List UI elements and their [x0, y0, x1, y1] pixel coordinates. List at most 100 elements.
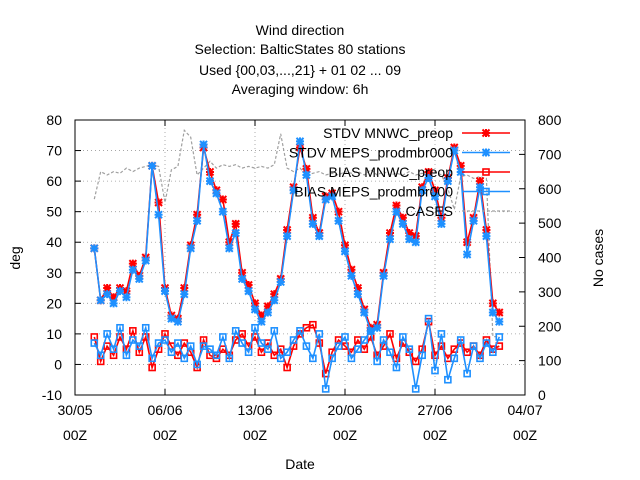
data-point-stdv_meps	[295, 137, 305, 146]
data-point-stdv_meps	[102, 289, 112, 299]
data-point-stdv_mnwc	[102, 283, 112, 293]
legend-label-stdv_mnwc: STDV MNWC_preop	[323, 125, 453, 141]
title-line-3: Used {00,03,...,21} + 01 02 ... 09	[199, 62, 401, 78]
data-point-stdv_meps	[218, 207, 228, 216]
data-point-stdv_meps	[315, 231, 324, 241]
data-point-bias_meps	[315, 330, 324, 338]
data-point-bias_meps	[321, 385, 330, 393]
data-point-bias_mnwc	[463, 348, 471, 357]
data-point-stdv_meps	[154, 210, 163, 219]
data-point-bias_meps	[264, 345, 272, 353]
data-point-stdv_mnwc	[270, 289, 279, 299]
data-point-stdv_meps	[225, 244, 234, 253]
data-point-bias_meps	[450, 354, 459, 363]
data-point-stdv_mnwc	[334, 207, 343, 216]
data-point-stdv_meps	[430, 192, 440, 201]
data-point-stdv_meps	[308, 219, 318, 229]
data-point-stdv_mnwc	[353, 283, 363, 293]
data-point-bias_meps	[193, 360, 201, 369]
legend: STDV MNWC_preop STDV MEPS_prodmbr000 BIAS …	[289, 125, 510, 219]
data-point-stdv_meps	[475, 183, 485, 192]
data-point-bias_meps	[424, 314, 433, 323]
x-tick-label-date: 30/05	[57, 402, 92, 418]
data-point-bias_meps	[251, 323, 259, 332]
data-point-stdv_meps	[417, 186, 427, 195]
y-tick-label: 30	[46, 265, 62, 281]
data-point-bias_meps	[399, 333, 407, 341]
data-point-stdv_mnwc	[392, 201, 401, 210]
data-point-bias_meps	[109, 345, 118, 353]
data-point-stdv_mnwc	[405, 228, 414, 238]
legend-marker-bias_meps	[482, 187, 490, 196]
data-point-bias_meps	[174, 339, 182, 347]
data-point-stdv_mnwc	[231, 219, 240, 229]
data-point-stdv_meps	[437, 219, 446, 229]
legend-marker-bias_mnwc	[482, 168, 490, 176]
data-point-bias_meps	[373, 357, 381, 366]
data-point-stdv_meps	[199, 140, 208, 149]
data-point-bias_meps	[296, 327, 304, 335]
legend-marker-stdv_meps	[481, 148, 491, 157]
data-point-bias_meps	[135, 342, 144, 350]
data-point-stdv_mnwc	[385, 228, 395, 238]
title-line-4: Averaging window: 6h	[232, 81, 369, 97]
series-layer	[90, 129, 504, 393]
data-point-stdv_meps	[456, 167, 465, 177]
data-point-bias_meps	[186, 342, 195, 350]
data-point-stdv_meps	[167, 314, 176, 323]
data-point-bias_mnwc	[283, 363, 291, 372]
data-point-bias_meps	[328, 354, 336, 363]
x-tick-label-date: 06/06	[147, 402, 182, 418]
data-point-bias_meps	[96, 351, 105, 360]
data-point-bias_meps	[411, 385, 420, 393]
data-point-bias_mnwc	[148, 363, 156, 372]
legend-marker-stdv_mnwc	[481, 128, 491, 138]
y-axis-label: deg	[7, 246, 23, 269]
data-point-stdv_meps	[392, 207, 401, 216]
data-point-stdv_mnwc	[462, 238, 472, 247]
data-point-bias_meps	[463, 369, 471, 378]
data-point-bias_meps	[148, 354, 156, 363]
data-point-stdv_meps	[385, 234, 395, 244]
chart-title: Wind direction Selection: BalticStates 8…	[195, 22, 406, 97]
y2-tick-label: 400	[538, 250, 562, 266]
data-point-stdv_meps	[347, 271, 356, 281]
y2-tick-label: 0	[538, 387, 546, 403]
data-point-stdv_mnwc	[437, 213, 446, 222]
x-tick-label-hour: 00Z	[513, 427, 538, 443]
data-point-bias_meps	[289, 336, 298, 344]
data-point-stdv_meps	[443, 176, 453, 186]
x-tick-label-hour: 00Z	[243, 427, 268, 443]
data-point-stdv_meps	[302, 170, 311, 180]
data-point-stdv_mnwc	[263, 302, 273, 311]
legend-label-bias_meps: BIAS MEPS_prodmbr000	[294, 184, 453, 200]
data-point-bias_meps	[225, 354, 234, 363]
series-bias_meps	[90, 314, 504, 393]
data-point-stdv_meps	[192, 216, 202, 226]
data-point-stdv_meps	[141, 256, 150, 265]
data-point-stdv_mnwc	[482, 225, 491, 235]
data-point-bias_mnwc	[309, 320, 317, 329]
data-point-bias_meps	[302, 342, 311, 350]
data-point-bias_meps	[270, 327, 279, 335]
data-point-bias_meps	[354, 345, 362, 353]
data-point-bias_meps	[341, 333, 349, 341]
data-point-stdv_meps	[205, 176, 215, 186]
data-point-stdv_mnwc	[218, 195, 228, 204]
tick-marks	[74, 119, 526, 396]
data-point-bias_mnwc	[386, 330, 394, 338]
data-point-stdv_meps	[495, 317, 504, 326]
data-point-bias_mnwc	[437, 342, 446, 350]
data-point-stdv_mnwc	[302, 164, 311, 174]
series-stdv_meps	[90, 137, 504, 336]
data-point-stdv_meps	[340, 247, 350, 256]
data-point-bias_meps	[444, 375, 452, 384]
y2-tick-label: 800	[538, 112, 562, 128]
data-point-bias_meps	[360, 336, 369, 344]
data-point-stdv_mnwc	[456, 161, 465, 171]
y2-tick-label: 700	[538, 146, 562, 162]
data-point-bias_meps	[161, 336, 169, 344]
data-point-stdv_meps	[353, 289, 363, 299]
data-point-stdv_meps	[270, 296, 279, 305]
